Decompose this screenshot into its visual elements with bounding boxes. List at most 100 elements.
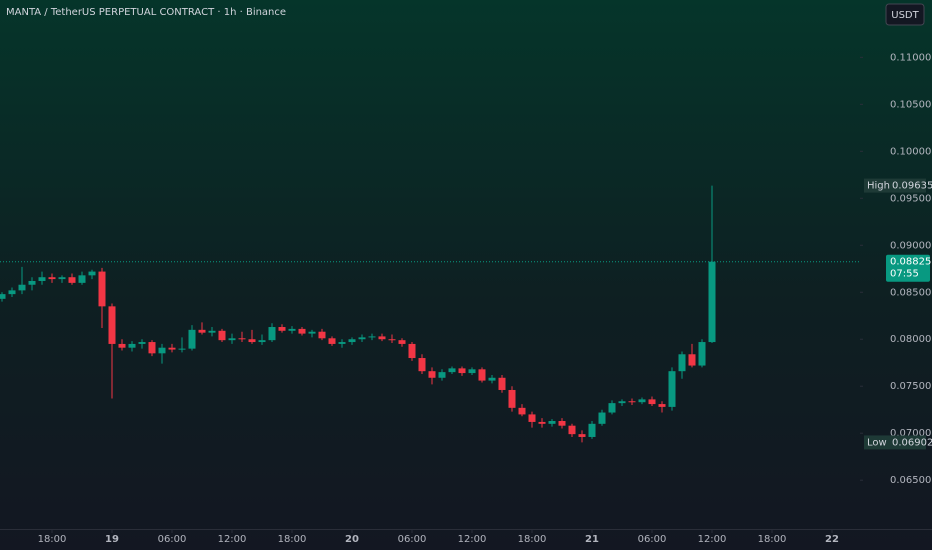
x-tick-label: 18:00 [518,534,547,545]
candle-body [98,271,106,307]
y-tick-label: 0.09500 [890,193,931,204]
candle-body [38,277,46,281]
candle-body [438,372,446,378]
candle-body [218,330,226,341]
x-tick-label: 22 [825,534,839,545]
x-tick-label: 19 [105,534,119,545]
candle-body [258,340,266,343]
candle-body [58,277,66,280]
candle-body [278,327,286,331]
candle-body [18,284,26,291]
candle-body [168,347,176,350]
high-marker-box [864,178,926,193]
candle-body [68,277,76,283]
candle-body [378,336,386,340]
last-price-label: 0.08825 [890,257,931,268]
candle-body [88,271,96,276]
candle-body [508,389,516,408]
x-tick-label: 20 [345,534,359,545]
candle-body [248,339,256,343]
x-tick-label: 18:00 [758,534,787,545]
low-marker-value: 0.06902 [892,437,932,448]
candle-body [398,340,406,344]
candle-body [388,339,396,341]
candle-body [108,306,116,344]
candle-body [118,343,126,348]
candle-body [208,330,216,333]
chart-title: MANTA / TetherUS PERPETUAL CONTRACT · 1h… [6,7,286,18]
candle-body [448,368,456,373]
low-marker-label: Low [867,437,887,448]
candle-body [238,338,246,340]
candle-body [518,407,526,415]
x-tick-label: 21 [585,534,599,545]
x-tick-label: 06:00 [158,534,187,545]
candle-body [468,369,476,374]
candle-body [48,277,56,280]
candle-body [498,377,506,390]
x-tick-label: 12:00 [698,534,727,545]
currency-button[interactable] [885,3,925,26]
candle-body [418,358,426,372]
x-tick-label: 06:00 [398,534,427,545]
candle-body [568,425,576,435]
candle-body [198,329,206,333]
currency-label[interactable]: USDT [891,10,919,21]
candle-body [678,354,686,372]
candle-body [588,423,596,437]
candle-body [668,371,676,407]
candle-body [338,342,346,344]
x-tick-label: 12:00 [458,534,487,545]
y-tick-label: 0.11000 [890,52,931,63]
candle-body [598,412,606,424]
x-tick-label: 12:00 [218,534,247,545]
candle-body [148,342,156,354]
candle-body [348,339,356,343]
high-marker-label: High [867,181,890,192]
candle-body [158,347,166,354]
candle-body [128,343,136,348]
candle-body [628,401,636,403]
candle-body [528,414,536,422]
candle-body [178,348,186,350]
candle-body [698,342,706,366]
candle-body [638,399,646,403]
candle-body [458,368,466,374]
candle-body [558,420,566,426]
candle-body [408,343,416,359]
y-tick-label: 0.09000 [890,240,931,251]
candle-body [0,294,6,299]
candle-body [358,337,366,340]
y-tick-label: 0.08500 [890,287,931,298]
candle-body [228,338,236,341]
candle-body [578,434,586,437]
candle-body [658,404,666,407]
low-marker-box [864,435,926,450]
candle-body [78,275,86,283]
candle-body [608,403,616,413]
candle-body [368,336,376,338]
countdown-label: 07:55 [890,269,919,280]
high-marker-value: 0.09635 [892,181,932,192]
candle-body [318,331,326,339]
y-tick-label: 0.07500 [890,381,931,392]
candle-body [428,371,436,378]
candle-body [28,280,36,285]
candle-body [688,354,696,366]
candle-body [298,328,306,334]
candle-body [288,328,296,331]
y-tick-label: 0.07000 [890,428,931,439]
y-tick-label: 0.10500 [890,99,931,110]
candle-body [478,369,486,381]
candle-body [188,329,196,349]
y-tick-label: 0.06500 [890,475,931,486]
candle-body [328,338,336,344]
y-tick-label: 0.08000 [890,334,931,345]
candle-body [648,399,656,405]
x-tick-label: 18:00 [38,534,67,545]
candle-body [8,290,16,295]
candle-body [548,420,556,424]
candle-body [268,327,276,341]
